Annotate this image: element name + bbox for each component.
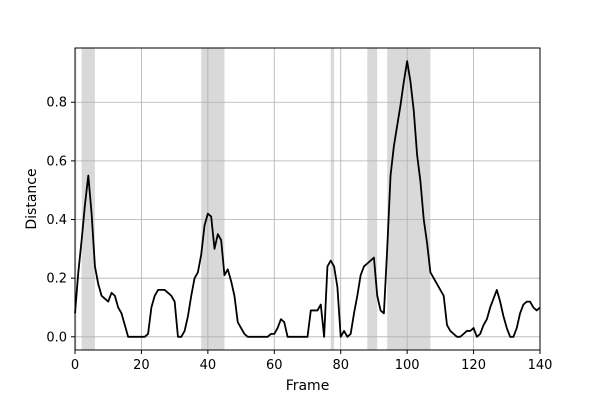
y-axis-ticks: 0.0 0.2 0.4 0.6 0.8 <box>46 96 75 345</box>
highlight-region-4 <box>367 48 378 350</box>
y-tick-label-0: 0.0 <box>46 330 67 345</box>
x-tick-label-6: 120 <box>461 358 486 373</box>
highlight-regions <box>75 48 431 350</box>
y-axis-title: Distance <box>24 168 40 229</box>
x-axis-ticks: 0 20 40 60 80 100 120 140 <box>71 350 553 373</box>
series-group <box>74 60 541 338</box>
y-tick-label-2: 0.4 <box>46 213 67 228</box>
grid-lines <box>74 48 541 350</box>
y-tick-label-4: 0.8 <box>46 96 67 111</box>
x-tick-label-5: 100 <box>395 358 420 373</box>
y-tick-label-3: 0.6 <box>46 154 67 169</box>
x-tick-label-7: 140 <box>528 358 553 373</box>
highlight-region-3 <box>330 48 335 350</box>
y-tick-label-1: 0.2 <box>46 272 67 287</box>
series-line-0 <box>74 60 541 338</box>
highlight-region-2 <box>201 48 225 350</box>
highlight-region-0 <box>75 48 77 350</box>
highlight-region-5 <box>387 48 431 350</box>
x-tick-label-3: 60 <box>266 358 283 373</box>
x-axis-title: Frame <box>286 378 330 394</box>
x-tick-label-0: 0 <box>71 358 79 373</box>
x-tick-label-2: 40 <box>200 358 217 373</box>
x-tick-label-1: 20 <box>133 358 150 373</box>
highlight-region-1 <box>81 48 95 350</box>
plot-frame <box>74 47 541 351</box>
x-tick-label-4: 80 <box>332 358 349 373</box>
